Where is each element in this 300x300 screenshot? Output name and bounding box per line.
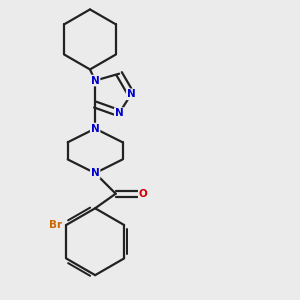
Text: Br: Br — [49, 220, 62, 230]
Text: N: N — [127, 89, 136, 99]
Text: N: N — [91, 76, 100, 85]
Text: N: N — [115, 108, 124, 118]
Text: N: N — [91, 124, 100, 134]
Text: O: O — [139, 189, 148, 199]
Text: N: N — [91, 168, 100, 178]
